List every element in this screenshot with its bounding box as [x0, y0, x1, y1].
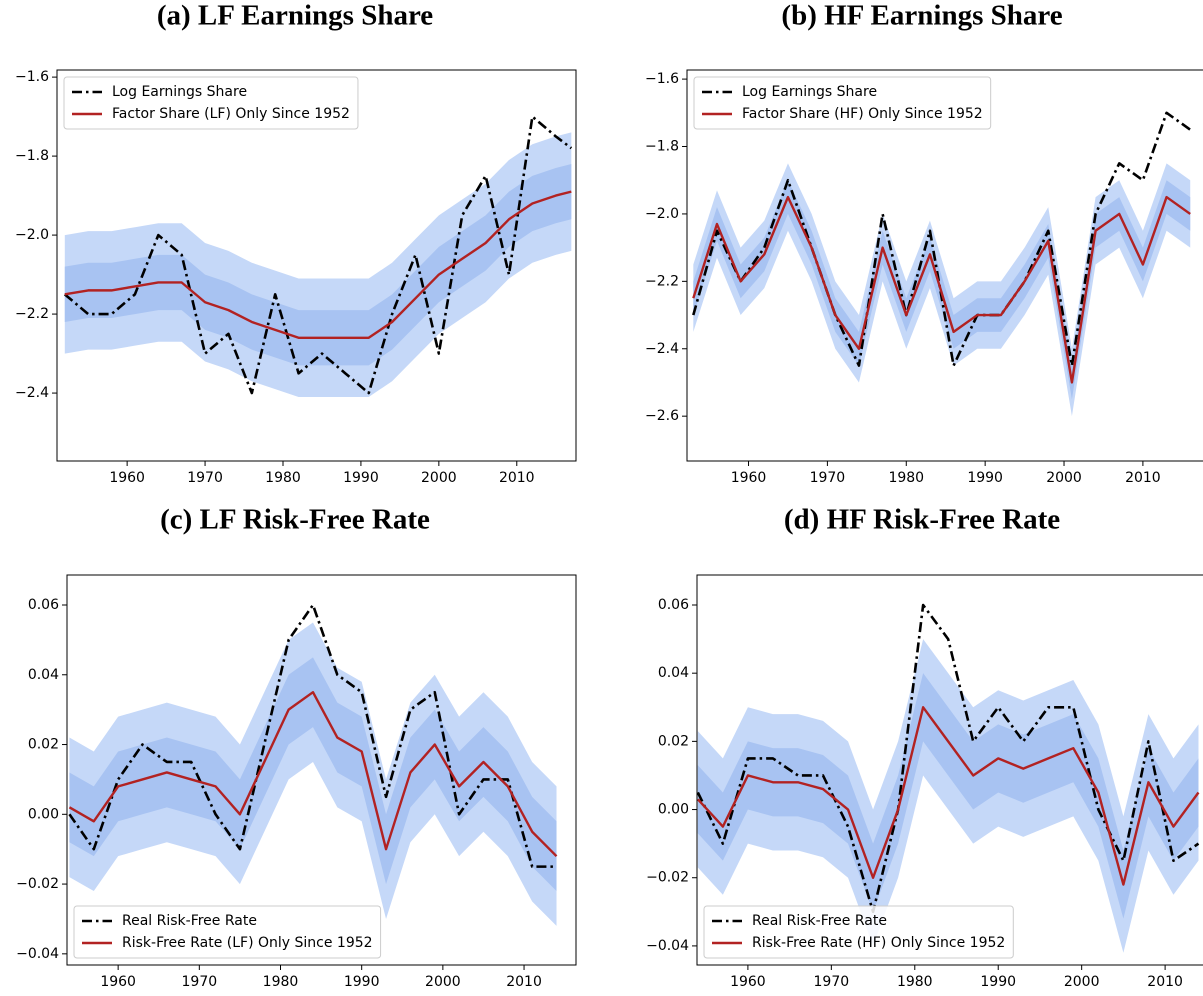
x-tick-label: 1970: [814, 974, 850, 990]
x-tick-label: 1990: [980, 974, 1016, 990]
legend-box: [73, 905, 382, 959]
x-tick-label: 2000: [421, 470, 457, 486]
y-tick-label: −0.04: [16, 946, 59, 962]
y-tick-label: −0.02: [646, 870, 689, 886]
y-tick-label: −2.6: [645, 408, 679, 424]
confidence-band: [64, 163, 572, 366]
y-tick-label: 0.02: [28, 737, 59, 753]
legend-label: Risk-Free Rate (LF) Only Since 1952: [122, 935, 373, 951]
x-tick-label: 2010: [1125, 470, 1161, 486]
x-tick-label: 1980: [897, 974, 933, 990]
panel: (c) LF Risk-Free Rate 1960 1970 1980 1990 200…: [16, 504, 577, 990]
series-line: [64, 190, 572, 339]
x-tick-label: 1970: [810, 470, 846, 486]
x-tick-label: 2010: [499, 470, 535, 486]
x-tick-label: 2000: [425, 974, 461, 990]
legend: Log Earnings Share Factor Share (LF) Only…: [63, 76, 359, 130]
panel-title: (a) LF Earnings Share: [157, 0, 433, 32]
y-tick-label: −2.2: [645, 273, 679, 289]
x-tick-label: 2010: [506, 974, 542, 990]
y-tick-label: −2.0: [645, 206, 679, 222]
y-tick-label: −1.8: [15, 148, 49, 164]
series-line: [68, 691, 558, 858]
y-tick-label: 0.02: [658, 733, 689, 749]
x-tick-label: 1970: [187, 470, 223, 486]
confidence-band: [69, 657, 557, 892]
panel-title: (c) LF Risk-Free Rate: [160, 504, 430, 536]
y-tick-label: −2.2: [15, 306, 49, 322]
confidence-band: [64, 132, 572, 398]
y-tick-label: −2.4: [15, 385, 49, 401]
x-tick-label: 1980: [263, 974, 299, 990]
panel-title: (b) HF Earnings Share: [781, 0, 1062, 32]
x-tick-label: 2000: [1064, 974, 1100, 990]
panel: (b) HF Earnings Share 1960 1970 1980 1990 200…: [645, 0, 1203, 486]
y-tick-label: −2.4: [645, 341, 679, 357]
x-tick-label: 2000: [1046, 470, 1082, 486]
y-tick-label: −2.0: [15, 227, 49, 243]
x-tick-label: 1960: [100, 974, 136, 990]
legend-label: Risk-Free Rate (HF) Only Since 1952: [752, 935, 1005, 951]
y-tick-label: −1.8: [645, 139, 679, 155]
y-tick-label: −1.6: [645, 71, 679, 87]
series-line: [692, 195, 1191, 384]
legend-box: [703, 905, 1014, 959]
axes-frame: [66, 574, 577, 966]
y-tick-label: −1.6: [15, 69, 49, 85]
panel: (a) LF Earnings Share 1960 1970 1980 1990 200…: [15, 0, 577, 486]
y-tick-label: 0.00: [658, 802, 689, 818]
legend: Real Risk-Free Rate Risk-Free Rate (LF) O…: [73, 905, 382, 959]
x-tick-label: 1990: [967, 470, 1003, 486]
legend-label: Factor Share (HF) Only Since 1952: [742, 106, 983, 122]
x-tick-label: 1960: [731, 470, 767, 486]
plot-area: [63, 115, 573, 398]
plot-area: [68, 603, 558, 926]
y-tick-label: 0.00: [28, 806, 59, 822]
x-tick-label: 1960: [109, 470, 145, 486]
legend-label: Log Earnings Share: [742, 84, 877, 100]
legend: Log Earnings Share Factor Share (HF) Only…: [693, 76, 992, 130]
plot-area: [697, 603, 1200, 953]
y-tick-label: 0.06: [658, 597, 689, 613]
legend-label: Factor Share (LF) Only Since 1952: [112, 106, 350, 122]
x-tick-label: 1990: [344, 974, 380, 990]
axes-frame: [56, 69, 577, 462]
plot-area: [692, 111, 1191, 417]
legend-box: [63, 76, 359, 130]
x-tick-label: 2010: [1147, 974, 1183, 990]
y-tick-label: −0.04: [646, 938, 689, 954]
x-tick-label: 1970: [182, 974, 218, 990]
series-line: [697, 603, 1200, 914]
legend: Real Risk-Free Rate Risk-Free Rate (HF) O…: [703, 905, 1014, 959]
x-tick-label: 1960: [730, 974, 766, 990]
axes-frame: [686, 69, 1203, 462]
series-line: [63, 115, 573, 395]
legend-box: [693, 76, 992, 130]
confidence-band: [697, 673, 1199, 919]
x-tick-label: 1980: [265, 470, 301, 486]
panel-title: (d) HF Risk-Free Rate: [784, 504, 1060, 536]
legend-label: Real Risk-Free Rate: [122, 913, 257, 929]
axes-frame: [696, 574, 1203, 966]
x-tick-label: 1990: [343, 470, 379, 486]
panel: (d) HF Risk-Free Rate 1960 1970 1980 1990 200…: [646, 504, 1203, 990]
y-tick-label: 0.06: [28, 597, 59, 613]
y-tick-label: 0.04: [658, 665, 689, 681]
legend-label: Real Risk-Free Rate: [752, 913, 887, 929]
legend-label: Log Earnings Share: [112, 84, 247, 100]
y-tick-label: 0.04: [28, 667, 59, 683]
x-tick-label: 1980: [888, 470, 924, 486]
series-line: [692, 111, 1191, 367]
series-line: [68, 603, 557, 868]
y-tick-label: −0.02: [16, 876, 59, 892]
series-line: [697, 706, 1200, 886]
